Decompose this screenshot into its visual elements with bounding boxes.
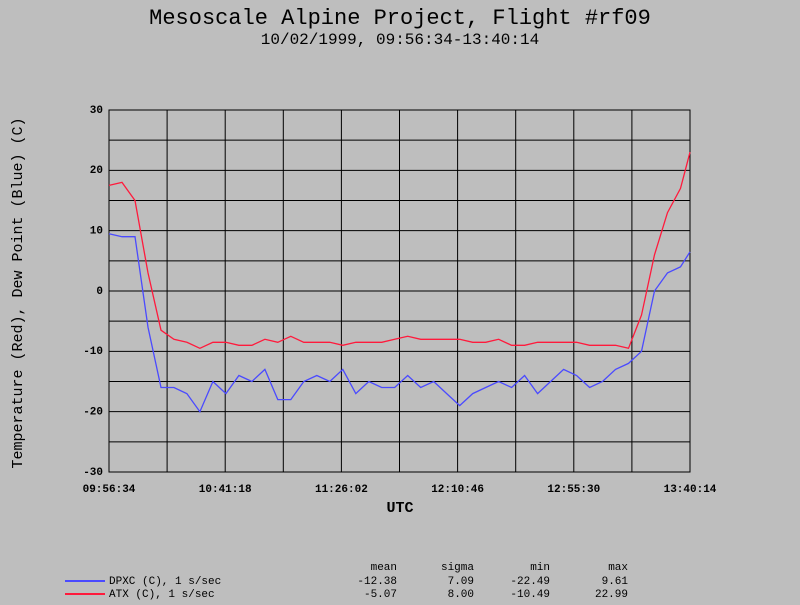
stats-header: sigma	[441, 562, 474, 574]
y-tick-label: 10	[90, 226, 103, 238]
x-tick-label: 09:56:34	[83, 484, 136, 496]
x-tick-label: 11:26:02	[315, 484, 368, 496]
legend-label: ATX (C), 1 s/sec	[109, 589, 215, 601]
data-line	[108, 233, 691, 414]
stats-header: min	[530, 562, 550, 574]
x-axis-label: UTC	[386, 500, 413, 517]
y-tick-label: -20	[83, 407, 103, 419]
chart-title: Mesoscale Alpine Project, Flight #rf09	[149, 6, 651, 31]
data-line	[108, 152, 691, 350]
stats-cell: 9.61	[602, 576, 629, 588]
stats-header: max	[608, 562, 628, 574]
legend-label: DPXC (C), 1 s/sec	[109, 576, 221, 588]
stats-header: mean	[371, 562, 397, 574]
stats-cell: -5.07	[364, 589, 397, 601]
y-tick-label: -30	[83, 467, 103, 479]
x-tick-label: 10:41:18	[199, 484, 252, 496]
y-axis-label: Temperature (Red), Dew Point (Blue) (C)	[10, 117, 27, 468]
stats-cell: 8.00	[448, 589, 474, 601]
stats-cell: 7.09	[448, 576, 474, 588]
y-tick-label: 20	[90, 165, 103, 177]
stats-cell: -22.49	[510, 576, 550, 588]
y-tick-label: 0	[96, 286, 103, 298]
plot-frame	[108, 109, 691, 473]
x-tick-label: 13:40:14	[664, 484, 717, 496]
stats-cell: -10.49	[510, 589, 550, 601]
y-tick-label: 30	[90, 105, 103, 117]
chart-subtitle: 10/02/1999, 09:56:34-13:40:14	[261, 31, 539, 49]
stats-cell: 22.99	[595, 589, 628, 601]
y-tick-label: -10	[83, 346, 103, 358]
x-tick-label: 12:10:46	[431, 484, 484, 496]
stats-cell: -12.38	[357, 576, 397, 588]
x-tick-label: 12:55:30	[547, 484, 600, 496]
